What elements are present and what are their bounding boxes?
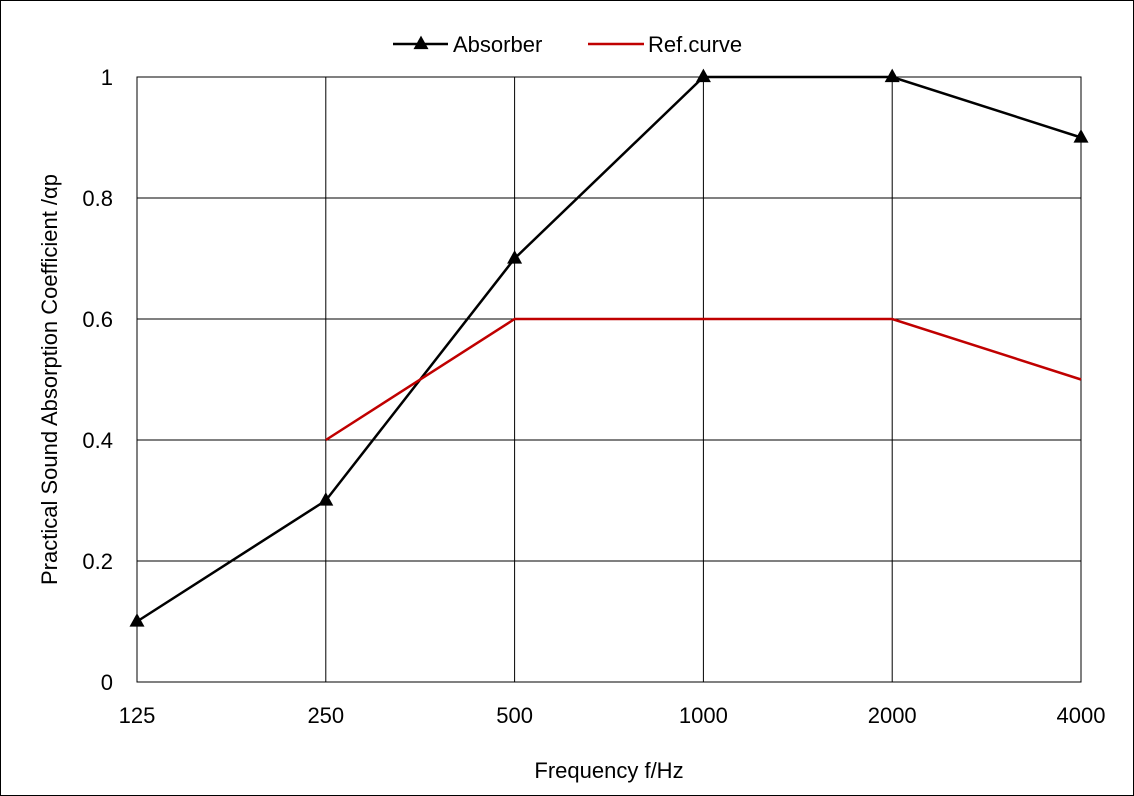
data-point-absorber	[884, 68, 900, 83]
x-tick-label: 4000	[1057, 703, 1106, 728]
series-line-absorber	[136, 75, 1082, 623]
data-point-absorber	[507, 250, 523, 264]
x-tick-label: 125	[119, 703, 156, 728]
y-tick-label: 0.8	[82, 186, 113, 211]
legend-label-absorber: Absorber	[453, 32, 542, 57]
data-point-absorber	[1073, 129, 1089, 143]
y-tick-label: 1	[101, 65, 113, 90]
x-tick-label: 1000	[679, 703, 728, 728]
x-axis-title: Frequency f/Hz	[534, 758, 683, 783]
series-line-ref-curve	[325, 317, 1082, 442]
series-lines	[136, 75, 1082, 623]
data-point-absorber	[129, 613, 145, 627]
y-tick-label: 0	[101, 670, 113, 695]
series-markers	[129, 68, 1089, 627]
y-tick-label: 0.6	[82, 307, 113, 332]
y-tick-label: 0.4	[82, 428, 113, 453]
legend: Absorber Ref.curve	[393, 32, 742, 57]
y-axis-tick-labels: 0 0.2 0.4 0.6 0.8 1	[82, 65, 113, 695]
x-tick-label: 2000	[868, 703, 917, 728]
x-tick-label: 500	[496, 703, 533, 728]
x-axis-tick-labels: 125 250 500 1000 2000 4000	[119, 703, 1106, 728]
y-tick-label: 0.2	[82, 549, 113, 574]
legend-label-ref-curve: Ref.curve	[648, 32, 742, 57]
x-tick-label: 250	[307, 703, 344, 728]
data-point-absorber	[695, 68, 711, 83]
data-point-absorber	[318, 492, 334, 506]
legend-marker-absorber	[413, 35, 429, 50]
y-axis-title: Practical Sound Absorption Coefficient /…	[37, 174, 62, 585]
